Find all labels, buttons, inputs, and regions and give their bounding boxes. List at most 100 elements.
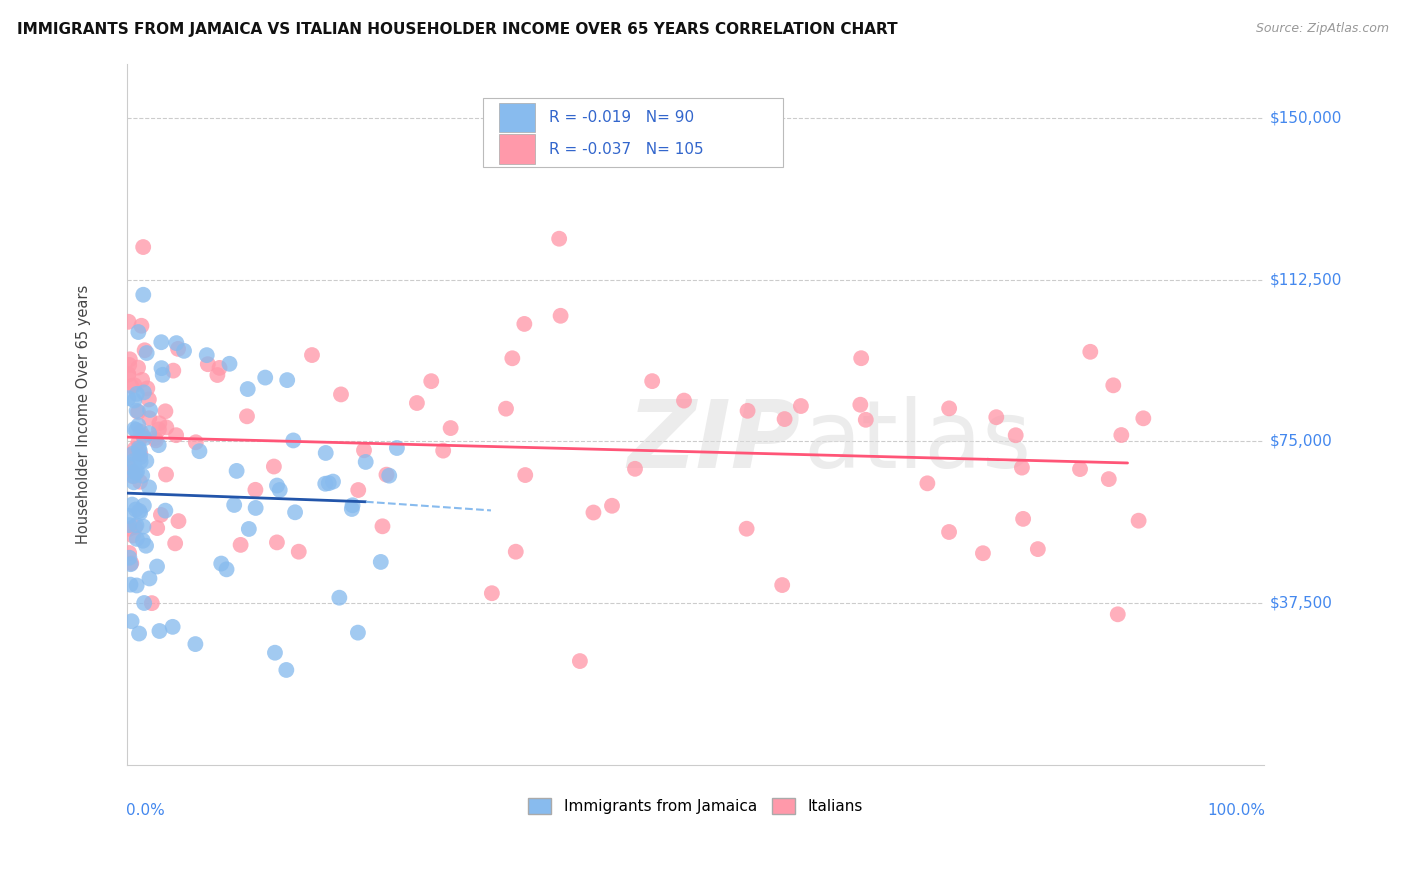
Point xyxy=(127,360,149,375)
Point xyxy=(125,578,148,592)
Point xyxy=(118,508,141,523)
Point xyxy=(132,519,155,533)
Point xyxy=(121,464,143,478)
Point xyxy=(378,468,401,483)
Point xyxy=(238,522,260,536)
Point xyxy=(128,443,150,458)
Point xyxy=(131,373,153,387)
Text: R = -0.037   N= 105: R = -0.037 N= 105 xyxy=(548,142,703,156)
Point xyxy=(120,558,142,572)
Point xyxy=(129,447,152,461)
Point xyxy=(314,476,336,491)
Point xyxy=(136,381,159,395)
Point xyxy=(132,240,155,254)
Point xyxy=(1111,428,1133,442)
Point xyxy=(148,417,170,431)
Point xyxy=(129,450,152,465)
Point xyxy=(122,469,145,483)
Point xyxy=(263,459,285,474)
Point xyxy=(1011,460,1033,475)
Point xyxy=(276,663,298,677)
Point xyxy=(138,571,160,585)
Point xyxy=(184,637,207,651)
Point xyxy=(167,342,190,356)
Point xyxy=(131,318,153,333)
Point xyxy=(162,363,184,377)
Point xyxy=(440,421,463,435)
Point xyxy=(117,315,139,329)
Point xyxy=(347,483,370,497)
Point xyxy=(149,508,172,522)
Point xyxy=(138,480,160,494)
Point xyxy=(122,458,145,472)
Point xyxy=(125,387,148,401)
Point xyxy=(375,467,398,482)
Point xyxy=(505,545,527,559)
Point xyxy=(737,404,759,418)
Point xyxy=(851,351,873,366)
Point xyxy=(118,546,141,560)
Point xyxy=(513,317,536,331)
Point xyxy=(117,391,139,405)
Point xyxy=(1012,512,1035,526)
Point xyxy=(276,373,298,387)
Point xyxy=(773,412,796,426)
Point xyxy=(162,620,184,634)
Point xyxy=(986,410,1008,425)
Point xyxy=(134,431,156,445)
Point xyxy=(568,654,591,668)
Point xyxy=(236,382,259,396)
Point xyxy=(207,368,229,382)
Point xyxy=(146,559,169,574)
Text: $37,500: $37,500 xyxy=(1270,596,1333,611)
Point xyxy=(420,374,443,388)
Point xyxy=(972,546,994,560)
Point xyxy=(371,519,394,533)
Point xyxy=(432,443,454,458)
Point xyxy=(315,446,337,460)
Point xyxy=(165,536,187,550)
Point xyxy=(148,422,170,436)
Point xyxy=(125,403,148,417)
Point xyxy=(218,357,240,371)
Point xyxy=(195,348,218,362)
Bar xyxy=(499,135,536,164)
Text: $75,000: $75,000 xyxy=(1270,434,1333,449)
Point xyxy=(132,429,155,443)
Point xyxy=(118,550,141,565)
Point xyxy=(340,502,363,516)
Point xyxy=(624,462,647,476)
Point xyxy=(385,441,408,455)
Point xyxy=(117,458,139,473)
Point xyxy=(225,464,247,478)
Point xyxy=(141,596,163,610)
Point xyxy=(155,404,177,418)
Point xyxy=(121,614,143,628)
Point xyxy=(121,498,143,512)
Point xyxy=(124,393,146,408)
Point xyxy=(129,506,152,520)
Point xyxy=(143,431,166,445)
Point xyxy=(328,591,350,605)
Point xyxy=(125,423,148,437)
Point xyxy=(124,442,146,456)
Point xyxy=(938,401,960,416)
Point xyxy=(124,520,146,534)
Point xyxy=(1132,411,1154,425)
Point xyxy=(155,467,177,482)
Point xyxy=(370,555,392,569)
Point xyxy=(118,522,141,536)
Point xyxy=(1107,607,1129,622)
Point xyxy=(283,434,305,448)
Point xyxy=(236,409,259,424)
Point xyxy=(138,392,160,407)
Point xyxy=(269,483,291,497)
Point xyxy=(121,469,143,483)
Point xyxy=(155,420,177,434)
Point xyxy=(735,522,758,536)
Point xyxy=(128,626,150,640)
Point xyxy=(118,352,141,367)
Point xyxy=(148,438,170,452)
Point xyxy=(215,562,238,576)
Point xyxy=(146,521,169,535)
